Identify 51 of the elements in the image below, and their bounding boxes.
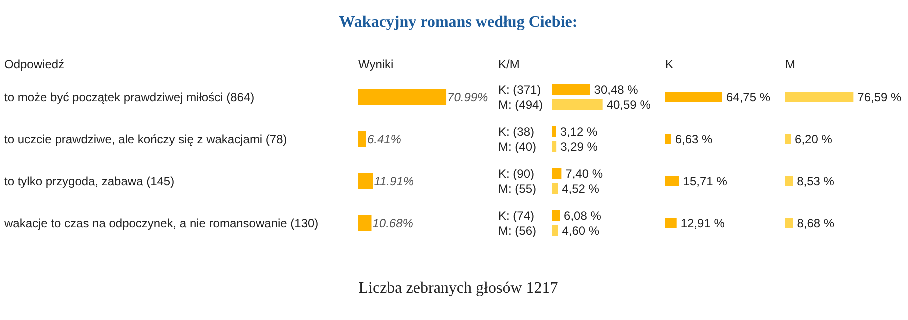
text: Liczba zebranych głosów 1217 [358,280,558,297]
bar [786,134,792,144]
y-tick-label: M: (40) [498,140,537,154]
chart-title: Wakacyjny romans według Ciebie: [339,14,578,31]
y-tick-label: to może być początek prawdziwej miłości (864) [4,90,255,104]
data-label: 6.41% [367,132,402,146]
y-tick-label: K: (74) [498,209,535,223]
y-tick-label: K: (371) [498,83,542,97]
data-label: 70.99% [448,90,489,104]
data-label: 4,60 % [562,224,600,238]
bar [786,92,854,102]
bar [358,174,374,190]
bar [666,134,672,144]
data-label: 76,59 % [858,90,902,104]
x-axis-title: K [666,58,674,72]
y-tick-label: to tylko przygoda, zabawa (145) [4,174,175,188]
y-tick-label: to uczcie prawdziwe, ale kończy się z wakacjami (78) [4,132,288,146]
bar [358,90,447,106]
data-label: 7,40 % [566,167,604,181]
bar [358,216,372,232]
x-axis-title: K/M [498,58,520,72]
data-label: 6,63 % [675,132,714,146]
y-tick-label: K: (38) [498,125,535,139]
data-label: 8,53 % [797,174,835,188]
y-tick-label: wakacje to czas na odpoczynek, a nie romansowanie (130) [4,216,319,230]
x-axis-title: Wyniki [358,58,394,72]
data-label: 3,12 % [560,125,598,139]
bar [666,176,680,186]
y-tick-label: M: (56) [498,224,537,238]
x-axis-title: M [786,58,796,72]
data-label: 15,71 % [683,174,728,188]
bar [666,218,677,228]
data-label: 3,29 % [560,140,598,154]
data-label: 40,59 % [606,98,652,112]
bar [666,92,722,102]
y-tick-label: K: (90) [498,167,535,181]
data-label: 10.68% [372,216,414,230]
y-tick-label: M: (55) [498,182,537,196]
bar [786,176,794,186]
y-tick-label: M: (494) [498,98,544,112]
data-label: 64,75 % [726,90,771,104]
data-label: 11.91% [374,174,414,188]
data-label: 6,20 % [795,132,833,146]
y-axis-title: Odpowiedź [4,58,65,72]
data-label: 30,48 % [594,83,639,97]
data-label: 12,91 % [680,216,726,230]
bar [786,218,794,228]
bar [358,132,366,148]
data-label: 6,08 % [564,209,602,223]
data-label: 8,68 % [797,216,835,230]
data-label: 4,52 % [562,182,600,196]
